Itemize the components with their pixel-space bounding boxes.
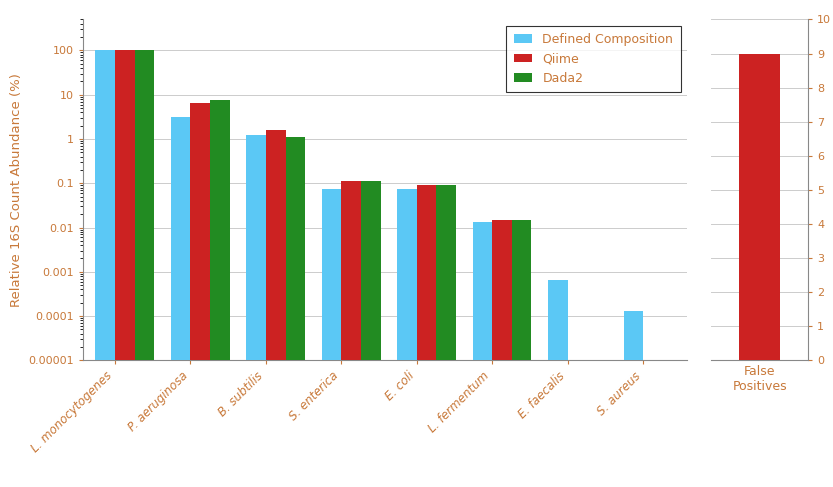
Bar	[266, 130, 286, 487]
Bar	[115, 51, 135, 487]
Bar	[210, 100, 230, 487]
Bar	[286, 137, 305, 487]
Bar	[492, 220, 511, 487]
Bar	[135, 51, 154, 487]
Bar	[191, 103, 210, 487]
Bar	[548, 280, 568, 487]
Y-axis label: Relative 16S Count Abundance (%): Relative 16S Count Abundance (%)	[10, 73, 23, 307]
Bar	[740, 54, 781, 360]
Bar	[436, 185, 456, 487]
Bar	[342, 181, 361, 487]
Bar	[322, 189, 342, 487]
Bar	[624, 311, 643, 487]
Bar	[171, 116, 191, 487]
Bar	[416, 185, 436, 487]
Bar	[95, 51, 115, 487]
Bar	[361, 181, 381, 487]
Bar	[397, 189, 416, 487]
Bar	[247, 135, 266, 487]
Bar	[511, 220, 531, 487]
Bar	[472, 223, 492, 487]
Legend: Defined Composition, Qiime, Dada2: Defined Composition, Qiime, Dada2	[506, 26, 681, 92]
